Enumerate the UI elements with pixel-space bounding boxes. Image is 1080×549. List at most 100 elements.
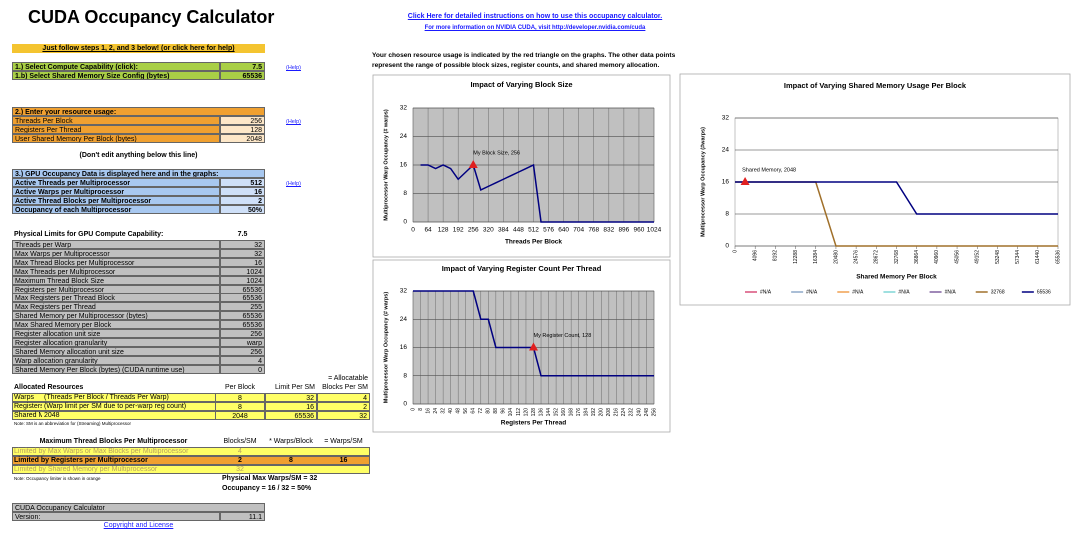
x-tick-label: 0 (732, 250, 738, 253)
no-edit-note: (Don't edit anything below this line) (79, 152, 198, 159)
x-tick-label: 112 (516, 408, 522, 416)
copyright-link[interactable]: Copyright and License (103, 522, 174, 529)
y-axis-title: Multiprocessor Warp Occupancy (# warps) (383, 109, 389, 221)
x-tick-label: 64 (424, 227, 432, 234)
max-blocks-label: Limited by Shared Memory per Multiproces… (14, 466, 158, 473)
max-blocks-header: = Warps/SM (324, 438, 363, 445)
y-tick-label: 8 (725, 211, 729, 218)
x-tick-label: 144 (546, 408, 552, 417)
x-tick-label: 40960 (934, 250, 940, 264)
physical-value: 256 (220, 346, 265, 356)
x-tick-label: 49152 (975, 250, 981, 264)
max-blocks-label: Limited by Max Warps or Max Blocks per M… (14, 448, 189, 455)
physical-value: warp (220, 337, 265, 347)
physical-label: Max Shared Memory per Block (12, 320, 220, 330)
marker-triangle (529, 342, 538, 351)
y-tick-label: 32 (400, 105, 408, 112)
physical-value: 65536 (220, 293, 265, 303)
step3-value: 16 (220, 187, 265, 196)
x-tick-label: 176 (576, 408, 582, 417)
physical-label: Max Registers per Thread Block (12, 293, 220, 303)
y-tick-label: 24 (400, 133, 408, 140)
x-tick-label: 96 (501, 408, 507, 414)
x-tick-label: 8 (418, 408, 424, 411)
allocated-value: 65536 (265, 411, 317, 420)
x-tick-label: 192 (453, 227, 464, 234)
allocated-label: Warps (14, 394, 34, 401)
x-tick-label: 1024 (647, 227, 662, 234)
x-tick-label: 224 (621, 408, 627, 417)
allocated-value: 8 (215, 402, 265, 411)
allocatable-label: = Allocatable (328, 375, 368, 382)
more-info-link[interactable]: For more information on NVIDIA CUDA, vis… (424, 25, 646, 31)
max-blocks-header: * Warps/Block (269, 438, 313, 445)
y-tick-label: 0 (403, 219, 407, 226)
max-blocks-header: Maximum Thread Blocks Per Multiprocessor (39, 438, 188, 445)
x-tick-label: 256 (651, 408, 657, 417)
marker-triangle (740, 177, 750, 185)
step2-value[interactable]: 2048 (220, 134, 265, 143)
physical-label: Shared Memory Per Block (bytes) (CUDA ru… (12, 364, 220, 374)
legend-label: #N/A (945, 289, 957, 295)
x-tick-label: 240 (636, 408, 642, 417)
allocated-header: Allocated Resources (14, 384, 84, 391)
max-blocks-label: Limited by Registers per Multiprocessor (14, 457, 148, 464)
marker-label: My Register Count, 128 (534, 333, 592, 339)
x-tick-label: 448 (513, 227, 524, 234)
instructions-link[interactable]: Click Here for detailed instructions on … (407, 13, 663, 20)
x-tick-label: 160 (561, 408, 567, 417)
help-link[interactable]: (Help) (286, 119, 301, 125)
x-tick-label: 512 (528, 227, 539, 234)
y-tick-label: 24 (400, 316, 408, 323)
step2-label: Threads Per Block (12, 116, 220, 125)
step2-value[interactable]: 256 (220, 116, 265, 125)
x-tick-label: 64 (471, 408, 477, 414)
step3-label: Active Thread Blocks per Multiprocessor (12, 196, 220, 205)
max-blocks-value: 32 (236, 466, 244, 473)
series-line (420, 163, 654, 223)
x-tick-label: 120 (523, 408, 529, 417)
x-tick-label: 32 (440, 408, 446, 414)
allocated-value: 2 (317, 402, 370, 411)
x-tick-label: 80 (486, 408, 492, 414)
physical-label: Max Thread Blocks per Multiprocessor (12, 257, 220, 267)
x-tick-label: 16384 (813, 250, 819, 264)
y-axis-title: Multiprocessor Warp Occupancy (# warps) (383, 292, 389, 404)
physical-label: Max Warps per Multiprocessor (12, 248, 220, 258)
physical-value: 256 (220, 329, 265, 338)
x-tick-label: 248 (644, 408, 650, 417)
help-link[interactable]: (Help) (286, 65, 301, 71)
max-blocks-header: Blocks/SM (223, 438, 257, 445)
y-axis-title: Multiprocessor Warp Occupancy (#warps) (700, 127, 706, 237)
x-tick-label: 192 (591, 408, 597, 417)
x-tick-label: 216 (614, 408, 620, 417)
physical-label: Threads per Warp (12, 240, 220, 249)
footer-version-label: Version: (12, 512, 220, 521)
intro-banner[interactable]: Just follow steps 1, 2, and 3 below! (or… (12, 44, 265, 53)
physical-label: Warp allocation granularity (12, 355, 220, 365)
x-tick-label: 184 (584, 408, 590, 417)
x-tick-label: 57344 (1015, 250, 1021, 264)
step3-value: 2 (220, 196, 265, 205)
step3-label: Active Threads per Multiprocessor (12, 178, 220, 187)
x-tick-label: 0 (410, 408, 416, 411)
physical-max-warps: Physical Max Warps/SM = 32 (222, 475, 318, 482)
legend-label: 32768 (991, 289, 1005, 295)
max-blocks-value: 2 (238, 457, 242, 464)
x-tick-label: 208 (606, 408, 612, 417)
max-blocks-value: 16 (339, 457, 348, 464)
x-tick-label: 960 (634, 227, 645, 234)
physical-label: Max Registers per Thread (12, 302, 220, 312)
x-tick-label: 768 (588, 227, 599, 234)
step1-value[interactable]: 7.5 (220, 62, 265, 71)
step1-value[interactable]: 65536 (220, 71, 265, 80)
step2-value[interactable]: 128 (220, 125, 265, 134)
allocated-desc: (Threads Per Block / Threads Per Warp) (44, 394, 169, 401)
x-tick-label: 61440 (1035, 250, 1041, 264)
chart-title: Impact of Varying Block Size (470, 80, 572, 89)
help-link[interactable]: (Help) (286, 181, 301, 187)
step3-label: Active Warps per Multiprocessor (12, 187, 220, 196)
physical-value: 65536 (220, 284, 265, 294)
physical-value: 0 (220, 364, 265, 374)
physical-label: Maximum Thread Block Size (12, 275, 220, 285)
